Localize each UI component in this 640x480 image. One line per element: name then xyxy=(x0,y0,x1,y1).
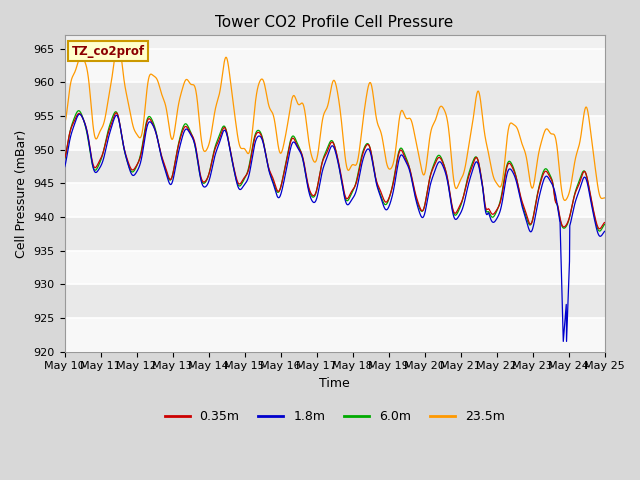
Title: Tower CO2 Profile Cell Pressure: Tower CO2 Profile Cell Pressure xyxy=(216,15,454,30)
Legend: 0.35m, 1.8m, 6.0m, 23.5m: 0.35m, 1.8m, 6.0m, 23.5m xyxy=(159,405,509,428)
Text: TZ_co2prof: TZ_co2prof xyxy=(72,45,145,58)
Bar xyxy=(65,116,605,150)
Bar xyxy=(65,83,605,116)
Bar xyxy=(65,183,605,217)
Bar xyxy=(65,217,605,251)
Bar xyxy=(65,251,605,284)
Bar xyxy=(65,49,605,83)
Bar xyxy=(65,318,605,351)
Bar xyxy=(65,284,605,318)
Y-axis label: Cell Pressure (mBar): Cell Pressure (mBar) xyxy=(15,129,28,258)
Bar xyxy=(65,150,605,183)
X-axis label: Time: Time xyxy=(319,377,350,390)
